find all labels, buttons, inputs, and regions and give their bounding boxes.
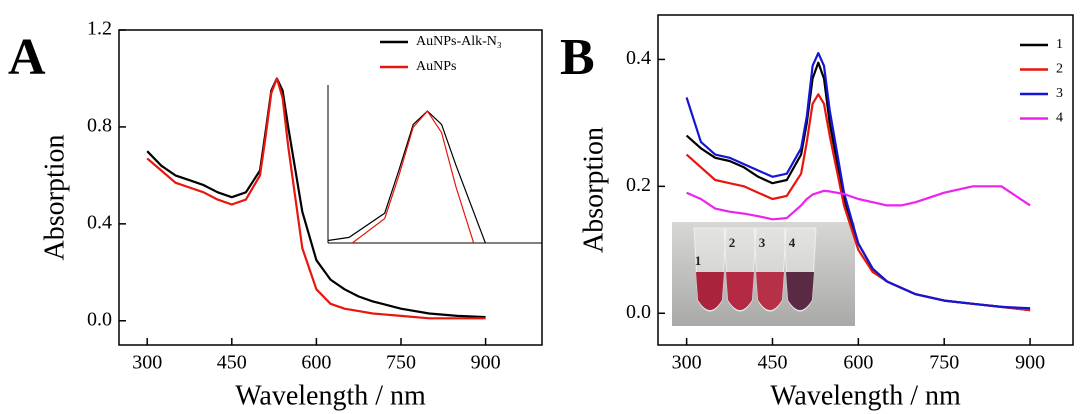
vial-label: 1: [695, 253, 702, 268]
legend-label: 1: [1056, 37, 1063, 52]
x-tick-label: 900: [1015, 352, 1045, 374]
vial-liquid: [726, 272, 754, 310]
y-axis-label: Absorption: [578, 127, 609, 253]
y-tick-label: 0.0: [87, 308, 112, 330]
y-tick-label: 0.0: [626, 301, 651, 323]
x-tick-label: 600: [301, 352, 331, 374]
legend-label: 2: [1056, 62, 1063, 77]
series-line: [685, 52, 1031, 310]
vial-photo: 1 2 3 4: [672, 222, 855, 326]
x-tick-label: 750: [929, 352, 959, 374]
legend-label: AuNPs-Alk-N₃: [416, 34, 502, 49]
panel-label: B: [560, 29, 595, 86]
x-tick-label: 750: [386, 352, 416, 374]
vial-label: 3: [759, 235, 766, 250]
inset-line: [351, 110, 475, 243]
inset: [328, 110, 487, 243]
legend-label: 4: [1056, 111, 1063, 126]
vial-liquid: [786, 272, 814, 310]
legend-label: AuNPs: [416, 59, 456, 74]
x-tick-label: 450: [217, 352, 247, 374]
series-line: [686, 185, 1031, 221]
y-axis-label: Absorption: [39, 135, 70, 261]
vial-liquid: [696, 272, 724, 310]
series-line: [146, 77, 486, 319]
y-tick-label: 0.2: [626, 174, 651, 196]
vial-liquid: [756, 272, 784, 310]
x-tick-label: 300: [132, 352, 162, 374]
x-axis-label: Wavelength / nm: [235, 380, 426, 411]
inset-line: [328, 110, 487, 243]
x-axis-label: Wavelength / nm: [770, 380, 961, 411]
x-tick-label: 900: [471, 352, 501, 374]
panel-label: A: [8, 29, 46, 86]
plot-frame: [657, 14, 1074, 346]
vial-label: 2: [729, 235, 736, 250]
legend-label: 3: [1056, 86, 1063, 101]
y-tick-label: 1.2: [87, 18, 112, 40]
x-tick-label: 600: [843, 352, 873, 374]
y-tick-label: 0.8: [87, 115, 112, 137]
y-tick-label: 0.4: [626, 47, 651, 69]
vial-label: 4: [789, 235, 796, 250]
x-tick-label: 300: [672, 352, 702, 374]
series-line: [146, 77, 486, 320]
x-tick-label: 450: [757, 352, 787, 374]
plot-frame: [118, 29, 543, 346]
y-tick-label: 0.4: [87, 211, 112, 233]
